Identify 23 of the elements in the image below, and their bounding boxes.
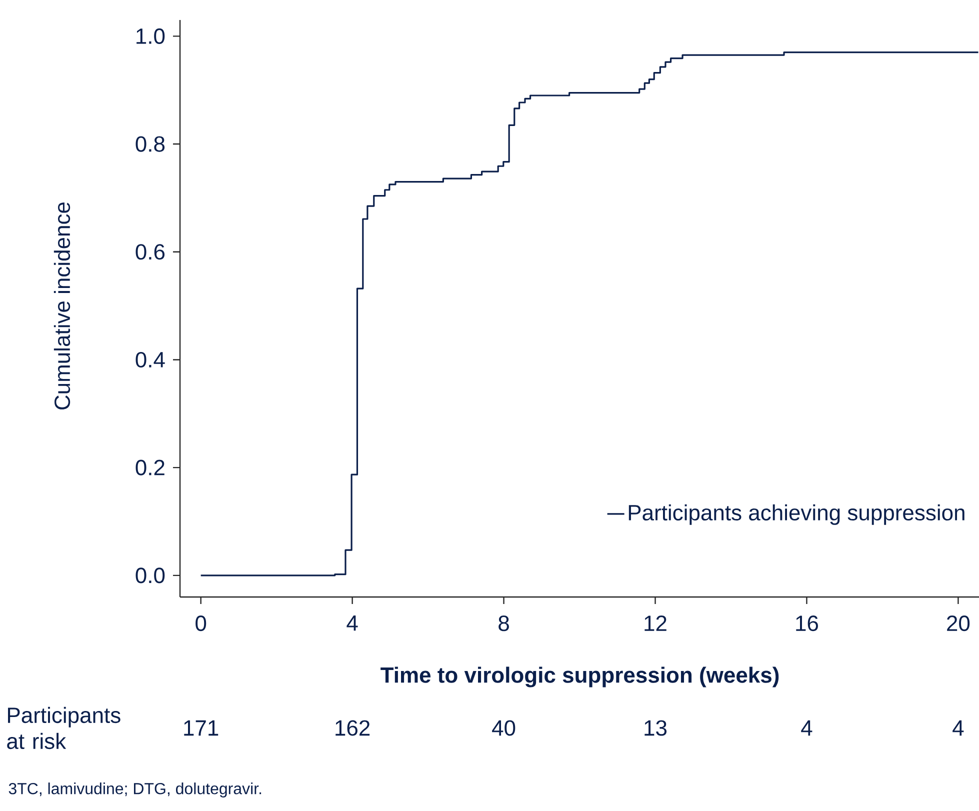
x-axis-title: Time to virologic suppression (weeks) bbox=[380, 666, 779, 688]
text: 40 bbox=[492, 720, 516, 736]
y-tick-label: 0.6 bbox=[136, 244, 165, 260]
text: 3TC, lamivudine; DTG, dolutegravir. bbox=[8, 782, 262, 798]
y-axis-title: Cumulative incidence bbox=[54, 202, 70, 410]
x-tick-label: 4 bbox=[346, 616, 358, 631]
text: 4 bbox=[801, 720, 812, 736]
y-tick-label: 0.2 bbox=[136, 460, 164, 476]
x-tick-label: 12 bbox=[644, 616, 666, 631]
text: 162 bbox=[336, 720, 370, 736]
x-tick-label: 0 bbox=[196, 616, 206, 632]
y-tick-label: 1.0 bbox=[136, 28, 165, 44]
text: 4 bbox=[952, 720, 964, 736]
y-tick-label: 0.0 bbox=[136, 568, 165, 584]
x-tick-label: 8 bbox=[498, 616, 509, 632]
y-tick-label: 0.8 bbox=[136, 136, 165, 152]
x-tick-label: 20 bbox=[947, 616, 970, 632]
text: 171 bbox=[184, 720, 218, 736]
legend-label: Participants achieving suppression bbox=[628, 504, 964, 525]
x-tick-label: 16 bbox=[796, 616, 818, 632]
y-tick-label: 0.4 bbox=[136, 352, 165, 368]
text: 13 bbox=[644, 720, 667, 736]
text: Participants at risk bbox=[7, 706, 120, 750]
